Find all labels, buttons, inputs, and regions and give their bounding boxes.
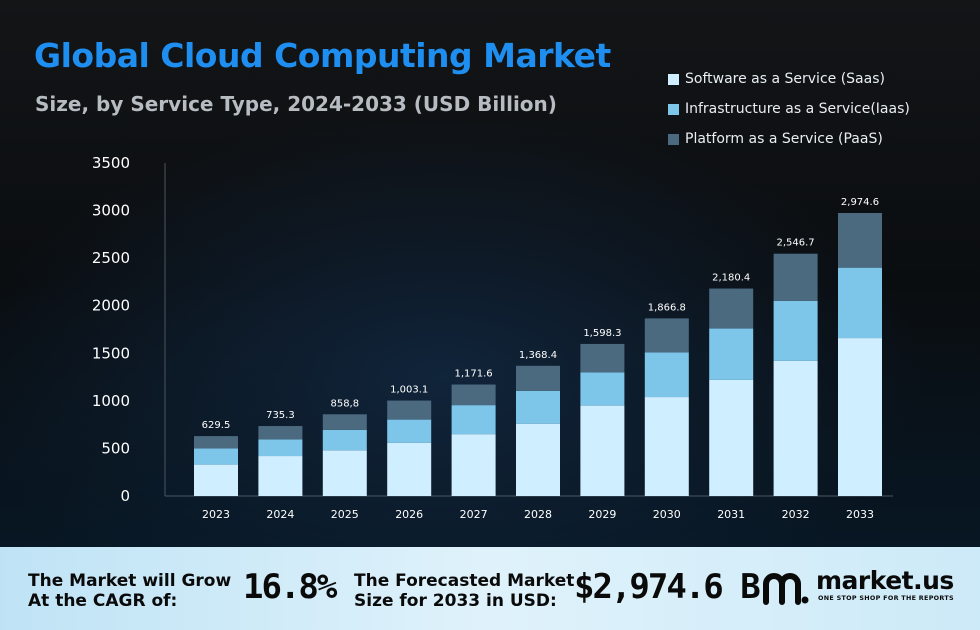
x-tick-label: 2033 [846, 508, 874, 521]
bar-segment-saas [709, 379, 754, 496]
y-tick-label: 3500 [92, 154, 130, 172]
bar-segment-iaas [194, 448, 238, 465]
bar-segment-saas [838, 338, 882, 496]
footer-banner: The Market will Grow At the CAGR of: 16.… [0, 547, 980, 630]
legend-label-iaas: Infrastructure as a Service(Iaas) [685, 101, 910, 117]
bar-total-label: 735.3 [266, 410, 295, 421]
y-tick-label: 3000 [92, 202, 130, 220]
forecast-label-line1: The Forecasted Market [354, 571, 575, 591]
x-tick-label: 2027 [460, 508, 488, 521]
bar-segment-iaas [387, 419, 432, 443]
y-tick-label: 500 [101, 439, 130, 457]
y-tick-label: 2500 [92, 249, 130, 267]
bar-segment-paas [516, 365, 560, 391]
bar-segment-saas [516, 423, 560, 496]
bar-total-label: 2,546.7 [777, 238, 815, 249]
bar-segment-iaas [516, 390, 560, 424]
bar-segment-paas [451, 384, 496, 406]
bar-segment-saas [773, 360, 818, 496]
bar-segment-saas [387, 442, 432, 496]
brand-name: market.us [816, 566, 954, 595]
forecast-value: $2,974.6 B [574, 567, 761, 607]
y-tick-label: 2000 [92, 297, 130, 315]
bar-total-label: 2,180.4 [712, 273, 750, 284]
cagr-label: The Market will Grow At the CAGR of: [28, 571, 231, 611]
x-tick-label: 2029 [588, 508, 616, 521]
x-tick-label: 2026 [395, 508, 423, 521]
bar-segment-saas [322, 450, 367, 496]
bar-segment-iaas [258, 439, 303, 457]
legend-item-saas: Software as a Service (Saas) [668, 64, 910, 94]
cagr-label-line2: At the CAGR of: [28, 591, 178, 611]
bar-total-label: 1,003.1 [390, 385, 428, 396]
bar-segment-paas [194, 436, 238, 449]
bar-segment-paas [580, 343, 625, 373]
bar-segment-paas [709, 288, 754, 329]
x-tick-label: 2023 [202, 508, 230, 521]
bar-total-label: 1,598.3 [583, 328, 621, 339]
bar-segment-paas [322, 414, 367, 430]
market-us-logo-icon [763, 573, 809, 605]
chart-title: Global Cloud Computing Market [34, 36, 611, 75]
brand-tagline: ONE STOP SHOP FOR THE REPORTS [818, 594, 954, 602]
bar-segment-paas [838, 212, 882, 268]
bar-total-label: 1,866.8 [648, 302, 686, 313]
bar-segment-saas [644, 397, 689, 496]
bar-segment-iaas [773, 300, 818, 361]
bar-segment-paas [644, 318, 689, 353]
legend-label-paas: Platform as a Service (PaaS) [685, 131, 883, 147]
chart-subtitle: Size, by Service Type, 2024-2033 (USD Bi… [35, 92, 557, 116]
bar-total-label: 858,8 [330, 398, 359, 409]
legend-item-paas: Platform as a Service (PaaS) [668, 124, 910, 154]
forecast-label: The Forecasted Market Size for 2033 in U… [354, 571, 574, 611]
bar-segment-paas [387, 400, 432, 420]
legend: Software as a Service (Saas) Infrastruct… [668, 64, 910, 154]
bar-segment-saas [580, 405, 625, 496]
bar-segment-saas [194, 464, 238, 496]
cagr-label-line1: The Market will Grow [28, 571, 232, 591]
bar-total-label: 629.5 [202, 420, 231, 431]
legend-item-iaas: Infrastructure as a Service(Iaas) [668, 94, 910, 124]
x-tick-label: 2025 [331, 508, 359, 521]
legend-swatch-paas [668, 133, 679, 145]
bar-segment-iaas [644, 352, 689, 398]
bar-segment-saas [258, 456, 303, 496]
bar-chart: 0 500 1000 1500 2000 2500 3000 3500 629.5 2023 735… [92, 154, 893, 521]
legend-swatch-iaas [668, 103, 679, 115]
legend-label-saas: Software as a Service (Saas) [685, 71, 885, 87]
bar-segment-iaas [838, 267, 882, 339]
bar-total-label: 1,368.4 [519, 350, 557, 361]
bar-segment-iaas [322, 429, 367, 451]
y-tick-label: 0 [120, 487, 130, 505]
x-tick-label: 2030 [653, 508, 681, 521]
x-tick-label: 2028 [524, 508, 552, 521]
bar-segment-iaas [451, 405, 496, 435]
bar-segment-paas [258, 426, 303, 440]
x-tick-label: 2024 [266, 508, 294, 521]
y-tick-label: 1500 [92, 344, 130, 362]
x-tick-label: 2032 [782, 508, 810, 521]
bar-segment-iaas [709, 328, 754, 380]
forecast-label-line2: Size for 2033 in USD: [354, 591, 557, 611]
legend-swatch-saas [668, 73, 679, 85]
bar-segment-iaas [580, 372, 625, 406]
x-tick-label: 2031 [717, 508, 745, 521]
bar-segment-saas [451, 434, 496, 496]
bar-total-label: 1,171.6 [455, 369, 493, 380]
bar-segment-paas [773, 253, 818, 301]
bar-total-label: 2,974.6 [841, 197, 879, 208]
y-tick-label: 1000 [92, 392, 130, 410]
cagr-value: 16.8% [243, 567, 337, 607]
